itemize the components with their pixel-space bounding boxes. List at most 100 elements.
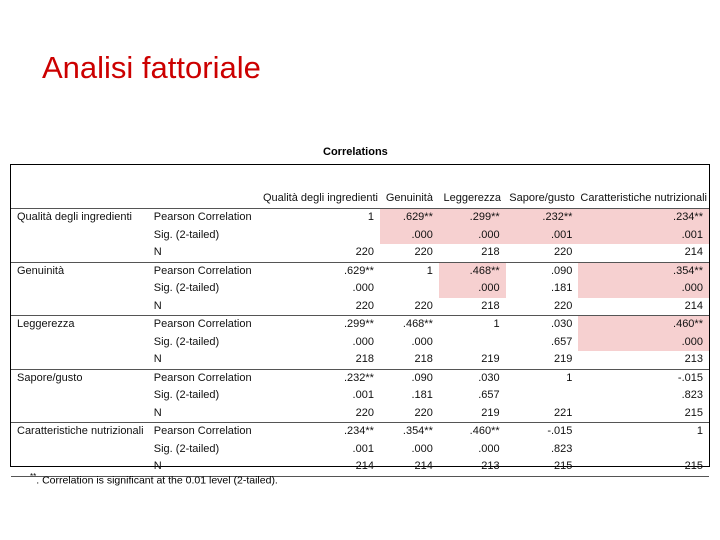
row-variable-blank [11,227,152,245]
column-header: Genuinità [379,165,439,209]
table-cell: .232** [505,208,579,227]
row-variable-name: Leggerezza [17,318,75,330]
row-variable-name: Genuinità [17,264,65,277]
statistic-label: Sig. (2-tailed) [153,282,220,294]
table-cell: 1 [426,264,433,277]
row-variable-blank [11,297,152,316]
table-row: Sig. (2-tailed) .001 .181 .657 .823 [11,387,709,405]
table-cell: .468** [438,262,506,280]
table-cell: .001 [505,226,579,244]
table-cell: 220 [379,244,439,263]
table-cell [380,280,439,298]
statistic-label: Sig. (2-tailed) [153,442,220,455]
table-cell: 220 [379,297,439,316]
table-row: Sig. (2-tailed) .000 .000 .657 .000 [11,333,709,352]
table-cell: .000 [578,280,709,298]
table-row: Sapore/gusto Pearson Correlation .232** .09… [11,369,709,387]
table-cell: .000 [438,226,506,244]
table-cell: 220 [505,244,579,263]
table-row: Sig. (2-tailed) .000 .000 .181 .000 [11,280,709,298]
table-row: N 220 220 219 221 215 [11,404,709,423]
table-cell: 219 [438,351,506,370]
row-variable-blank [11,441,152,459]
statistic-label: Sig. (2-tailed) [153,228,220,241]
table-cell: 1 [367,211,374,223]
table-cell: 215 [505,458,579,477]
table-cell: 214 [379,458,439,477]
table-cell: 218 [261,351,380,370]
table-row: N 220 220 218 220 214 [11,244,709,263]
table-cell: .234** [578,208,709,227]
table-cell: 221 [505,404,579,423]
table-cell [261,227,380,245]
table-cell: 214 [578,297,709,316]
table-cell: .000 [352,335,374,348]
footnote-text: . Correlation is significant at the 0.01… [36,474,278,487]
table-cell: .030 [478,371,500,384]
table-cell: .232** [343,371,374,384]
table-cell: .090 [411,371,433,384]
table-row: N 220 220 218 220 214 [11,297,709,316]
table-cell: .234** [343,425,374,437]
table-cell: 220 [379,404,439,423]
footnote-mark: ** [30,472,37,481]
table-row: Genuinità Pearson Correlation .629** 1 .468*… [11,262,709,280]
table-cell: .657 [478,389,500,401]
table-cell: 220 [261,244,380,263]
table-cell: .299** [438,208,506,227]
row-variable-blank [11,280,152,298]
header-blank-stat [151,165,261,209]
table-cell: 1 [566,371,573,384]
table-cell: .354** [578,262,709,280]
column-header: Qualità degli ingredienti [261,165,380,209]
row-variable-blank [11,404,152,423]
column-header: Caratteristiche nutrizionali [578,165,709,209]
table-cell: .657 [550,335,573,348]
table-cell: .000 [411,442,433,455]
table-cell: .299** [343,318,374,330]
table-cell: 1 [493,318,500,330]
table-cell: 219 [438,404,506,423]
row-variable-name: Qualità degli ingredienti [17,211,132,223]
table-cell: .000 [352,282,374,294]
correlations-table-frame: Qualità degli ingredienti Genuinità Legg… [10,164,710,477]
slide-title: Analisi fattoriale [42,50,261,85]
table-caption: Correlations [323,146,388,158]
table-row: Sig. (2-tailed) .000.000.001.001 [11,226,709,245]
table-cell: .181 [550,282,573,294]
table-cell: 219 [505,351,579,370]
table-cell [439,334,506,352]
table-cell: 213 [578,351,709,370]
table-cell: .460** [578,315,709,334]
table-cell: .000 [379,226,439,244]
table-row: Caratteristiche nutrizionali Pearson Corr… [11,423,709,441]
table-cell: .000 [438,280,506,298]
table-cell: .090 [550,264,573,277]
statistic-label: N [151,351,261,370]
table-cell: .181 [411,389,433,401]
table-cell: .000 [478,442,500,455]
table-row: Leggerezza Pearson Correlation .299** .468*… [11,315,709,334]
row-variable-blank [11,334,152,352]
table-cell: .629** [379,208,439,227]
column-header: Sapore/gusto [505,165,579,209]
table-cell: .001 [578,226,709,244]
table-cell: 218 [379,351,439,370]
table-cell: .354** [402,425,433,437]
statistic-label: Pearson Correlation [153,264,252,277]
row-variable-name: Sapore/gusto [17,371,83,384]
table-header-row: Qualità degli ingredienti Genuinità Legg… [11,165,709,209]
table-cell: .468** [402,318,433,330]
statistic-label: Sig. (2-tailed) [153,389,220,401]
table-row: N 218 218 219 219 213 [11,351,709,370]
column-header: Leggerezza [438,165,506,209]
table-cell: .823 [550,442,573,455]
table-cell [578,441,709,459]
table-cell: 218 [438,244,506,263]
table-cell: 220 [505,297,579,316]
statistic-label: Pearson Correlation [153,318,252,330]
table-cell: 215 [578,404,709,423]
table-cell: .000 [578,333,709,351]
table-cell: 220 [261,404,380,423]
statistic-label: N [151,244,261,263]
